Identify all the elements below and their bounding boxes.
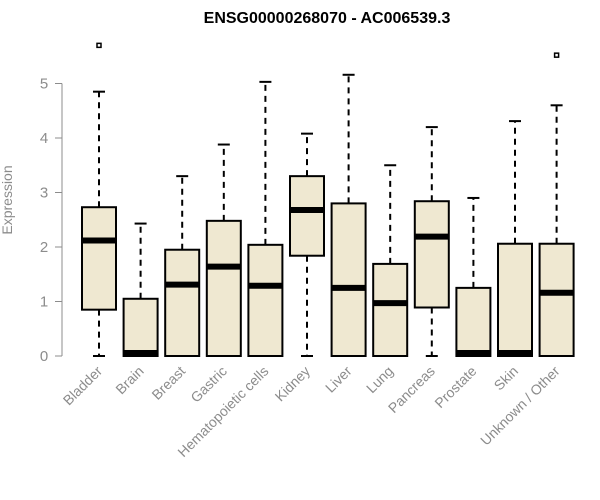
box-group — [538, 52, 575, 357]
box-group — [455, 196, 492, 357]
box-group — [372, 164, 409, 357]
box-group — [205, 143, 242, 357]
y-axis: 0 1 2 3 4 5 — [40, 76, 63, 365]
y-tick-label: 2 — [40, 239, 48, 256]
box-group — [164, 175, 201, 358]
box-group — [330, 73, 367, 357]
y-tick-label: 5 — [40, 76, 48, 93]
y-tick-label: 1 — [40, 294, 48, 311]
box — [330, 202, 367, 357]
chart-title: ENSG00000268070 - AC006539.3 — [204, 10, 451, 27]
x-tick-label: Lung — [363, 363, 396, 396]
x-tick-label: Prostate — [431, 363, 479, 411]
box-group — [497, 120, 533, 357]
box — [372, 262, 409, 357]
outlier-point — [553, 52, 560, 58]
box — [247, 243, 284, 358]
x-tick-label: Liver — [322, 363, 355, 396]
y-tick-label: 4 — [40, 130, 48, 147]
box — [122, 297, 159, 357]
y-axis-label: Expression — [0, 165, 15, 234]
boxes — [81, 42, 575, 358]
box — [413, 200, 450, 309]
box — [205, 219, 242, 357]
box-group — [413, 126, 450, 357]
x-tick-label: Brain — [112, 363, 146, 397]
x-tick-label: Bladder — [60, 363, 106, 409]
box — [497, 242, 533, 357]
box-group — [122, 222, 159, 357]
x-tick-label: Skin — [491, 363, 522, 394]
y-tick-label: 0 — [40, 348, 48, 365]
x-tick-label: Kidney — [272, 363, 314, 405]
box-group — [289, 132, 325, 357]
box — [455, 286, 492, 357]
y-tick-label: 3 — [40, 185, 48, 202]
box — [289, 175, 325, 257]
box-group — [81, 42, 117, 357]
x-tick-label: Unknown / Other — [477, 363, 563, 449]
box — [81, 206, 117, 311]
x-tick-label: Breast — [148, 363, 188, 403]
box — [538, 242, 575, 357]
outlier-point — [96, 42, 102, 49]
box — [164, 248, 201, 358]
box-group — [247, 80, 284, 358]
